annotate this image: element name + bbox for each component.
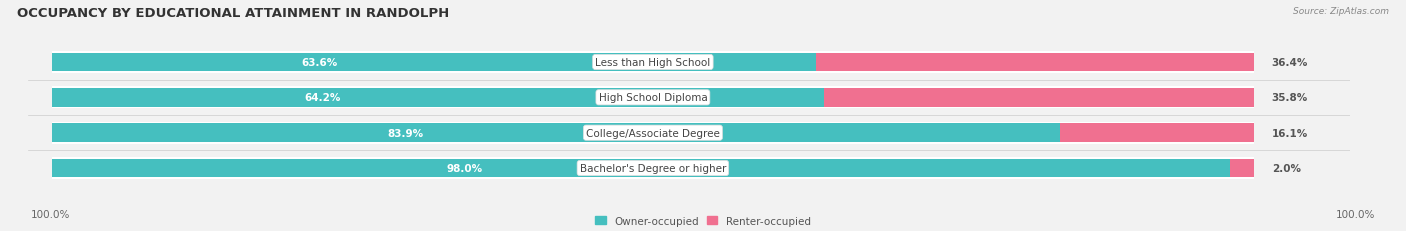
Bar xyxy=(52,53,817,72)
Bar xyxy=(52,89,824,107)
Text: Source: ZipAtlas.com: Source: ZipAtlas.com xyxy=(1294,7,1389,16)
Bar xyxy=(52,159,1254,178)
Legend: Owner-occupied, Renter-occupied: Owner-occupied, Renter-occupied xyxy=(595,216,811,226)
Text: Bachelor's Degree or higher: Bachelor's Degree or higher xyxy=(579,163,725,173)
Bar xyxy=(52,89,1254,107)
Text: 83.9%: 83.9% xyxy=(387,128,423,138)
Text: Less than High School: Less than High School xyxy=(595,58,710,68)
Text: OCCUPANCY BY EDUCATIONAL ATTAINMENT IN RANDOLPH: OCCUPANCY BY EDUCATIONAL ATTAINMENT IN R… xyxy=(17,7,449,20)
Bar xyxy=(52,87,1254,109)
Text: College/Associate Degree: College/Associate Degree xyxy=(586,128,720,138)
Bar xyxy=(1230,159,1254,178)
Bar xyxy=(52,157,1254,179)
Text: 16.1%: 16.1% xyxy=(1271,128,1308,138)
Text: 100.0%: 100.0% xyxy=(1336,210,1375,219)
Text: 98.0%: 98.0% xyxy=(446,163,482,173)
Text: 63.6%: 63.6% xyxy=(301,58,337,68)
Bar xyxy=(52,53,1254,72)
Text: 64.2%: 64.2% xyxy=(304,93,340,103)
Text: High School Diploma: High School Diploma xyxy=(599,93,707,103)
Bar xyxy=(1060,124,1254,142)
Bar xyxy=(52,122,1254,144)
Bar xyxy=(52,159,1230,178)
Bar xyxy=(52,124,1254,142)
Bar xyxy=(52,52,1254,74)
Text: 35.8%: 35.8% xyxy=(1271,93,1308,103)
Text: 100.0%: 100.0% xyxy=(31,210,70,219)
Bar xyxy=(817,53,1254,72)
Bar xyxy=(52,124,1060,142)
Text: 36.4%: 36.4% xyxy=(1271,58,1308,68)
Bar xyxy=(824,89,1254,107)
Text: 2.0%: 2.0% xyxy=(1271,163,1301,173)
